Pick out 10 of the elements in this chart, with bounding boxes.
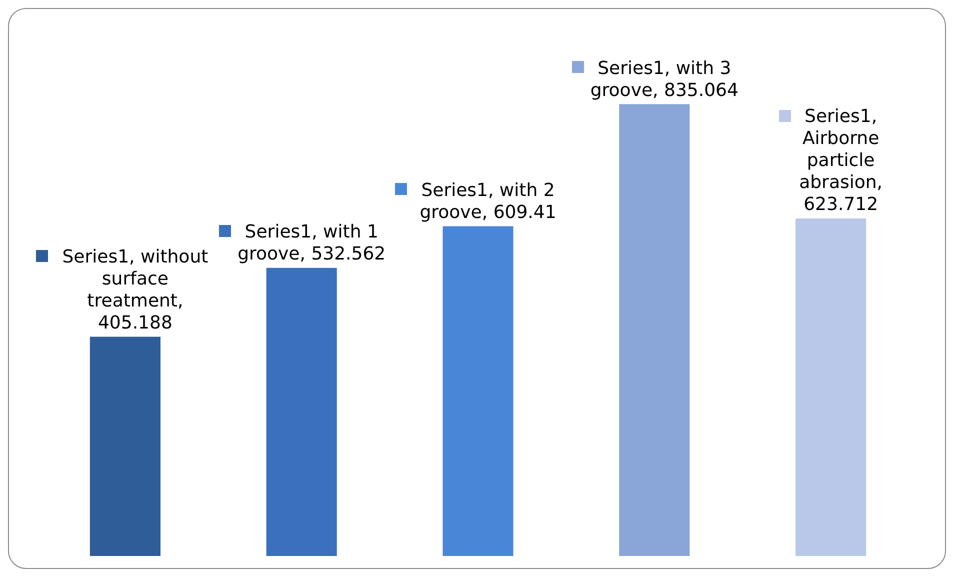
data-label: Series1, Airborne particle abrasion, 623.712 [799, 106, 883, 216]
bar [266, 268, 337, 556]
data-label: Series1, with 2 groove, 609.41 [420, 180, 556, 223]
bar [619, 104, 690, 556]
data-label: Series1, with 1 groove, 532.562 [238, 221, 386, 264]
data-label: Series1, with 3 groove, 835.064 [590, 58, 738, 101]
data-label: Series1, without surface treatment, 405.188 [62, 246, 208, 334]
bar [442, 226, 514, 556]
bar [90, 336, 160, 556]
bar [796, 218, 866, 556]
